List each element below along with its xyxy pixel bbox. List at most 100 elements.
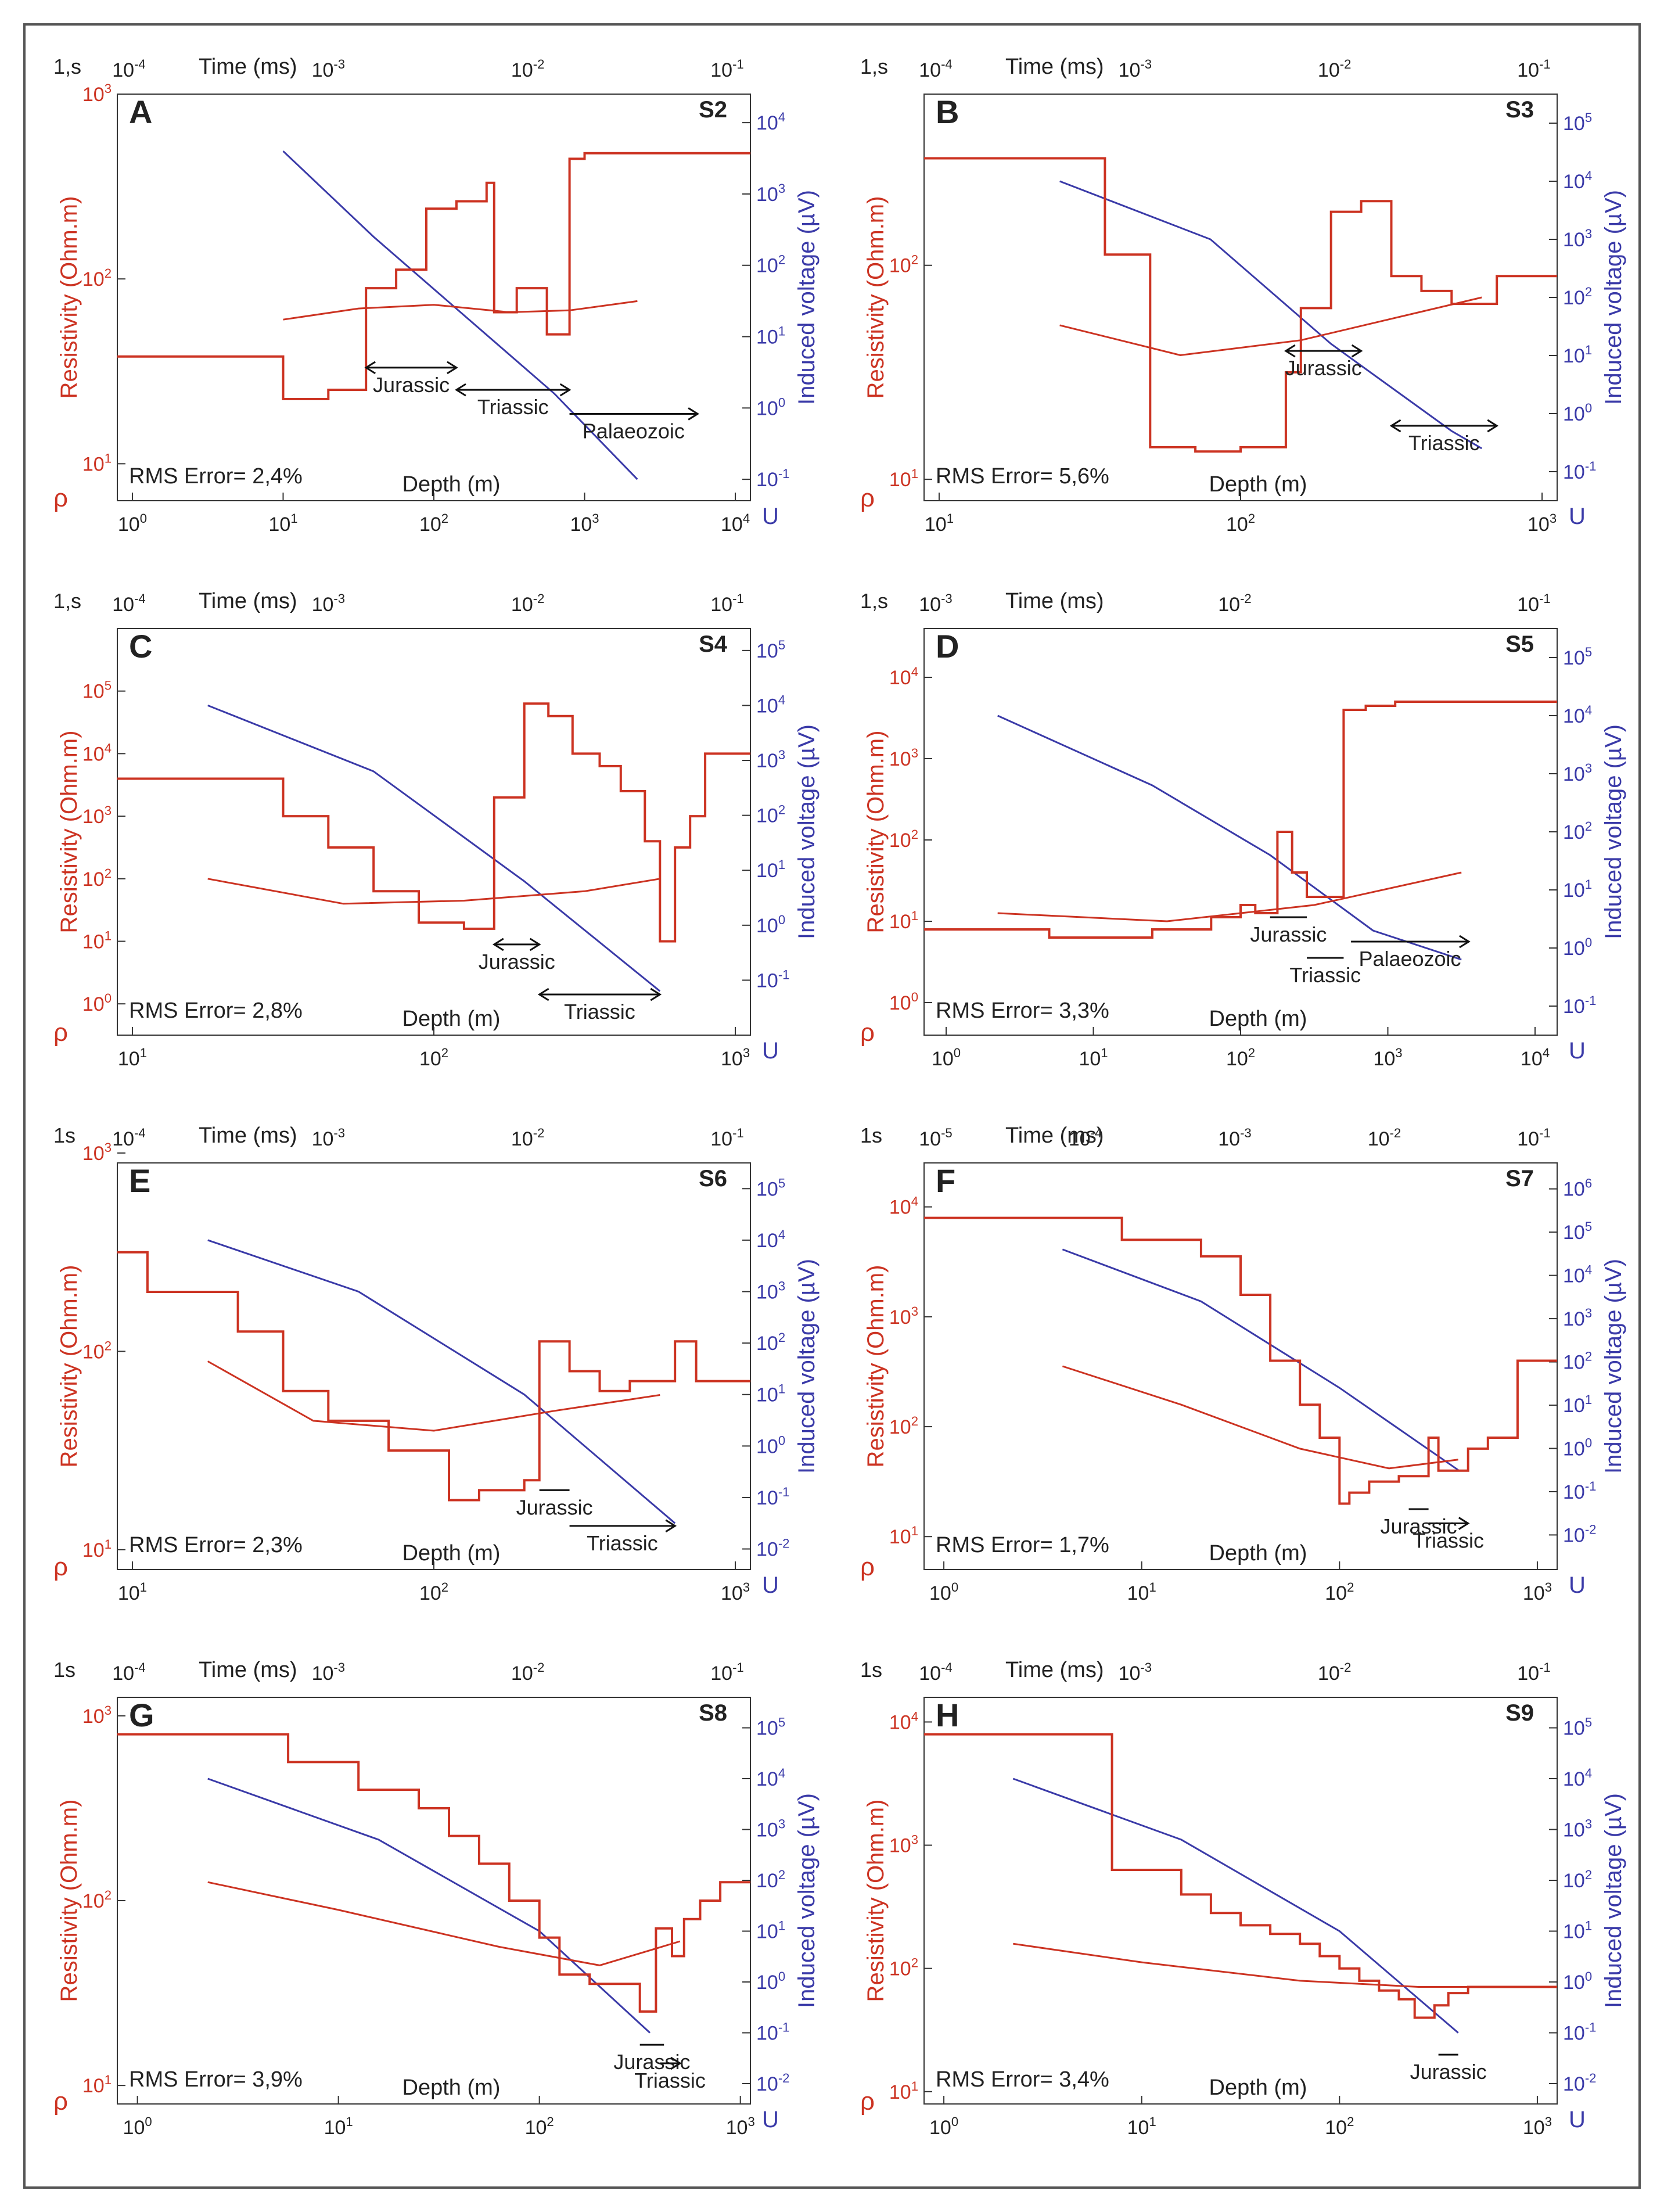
voltage-curve: [1062, 1248, 1459, 1471]
panel-c: 1,s 10-4 10-3 10-2 10-1 Time (ms) 100 101 102 103…: [30, 565, 832, 1099]
station-label: S9: [1505, 1700, 1534, 1726]
depth-tick-label: 101: [268, 511, 297, 536]
depth-tick-label: 101: [1127, 2114, 1156, 2139]
rho-symbol: ρ: [53, 484, 68, 512]
rho-tick-label: 105: [82, 678, 112, 703]
time-axis-label: Time (ms): [199, 1123, 297, 1148]
voltage-axis-label: Induced voltage (µV): [794, 1259, 820, 1474]
time-unit-label: 1s: [53, 1123, 76, 1147]
time-tick-label: 10-3: [312, 1660, 345, 1685]
u-tick-label: 102: [756, 253, 785, 277]
time-tick-label: 10-2: [511, 57, 544, 81]
u-tick-label: 101: [1563, 877, 1592, 902]
rho-tick-label: 101: [889, 909, 918, 933]
apparent-resistivity-curve: [207, 1881, 681, 1966]
time-tick-label: 10-3: [919, 591, 952, 616]
depth-tick-label: 103: [570, 511, 599, 536]
annotation-arrowhead: [1351, 344, 1363, 358]
rho-tick-label: 103: [889, 1304, 918, 1328]
u-tick-label: 100: [1563, 1435, 1592, 1460]
rho-tick-label: 103: [889, 1833, 918, 1857]
layered-model-line: [924, 701, 1557, 939]
depth-tick-label: 103: [1523, 1580, 1552, 1604]
annotation-arrowhead: [492, 938, 504, 951]
apparent-resistivity-curve: [1013, 1942, 1468, 1988]
depth-tick-label: 103: [721, 1046, 750, 1070]
annotation-arrowhead: [447, 361, 458, 375]
annotation-arrowhead: [529, 938, 541, 951]
u-tick-label: 10-1: [1563, 993, 1596, 1018]
u-tick-label: 101: [756, 1919, 785, 1943]
time-tick-label: 10-2: [1318, 1660, 1351, 1685]
plot-frame: [117, 1697, 751, 2105]
u-tick-label: 10-1: [1563, 1479, 1596, 1503]
plot-frame: [117, 1162, 751, 1570]
depth-tick-label: 102: [1325, 1580, 1354, 1604]
u-tick-label: 100: [1563, 935, 1592, 960]
u-tick-label: 104: [756, 1766, 785, 1790]
rho-symbol: ρ: [53, 1553, 68, 1581]
time-axis-label: Time (ms): [199, 55, 297, 79]
rho-tick-label: 101: [82, 451, 112, 475]
u-tick-label: 102: [1563, 819, 1592, 843]
time-tick-label: 10-4: [1069, 1126, 1102, 1150]
annotation-arrowhead: [537, 988, 549, 1001]
rho-symbol: ρ: [53, 1018, 68, 1047]
formation-label: Triassic: [1413, 1529, 1484, 1553]
u-tick-label: 102: [756, 1330, 785, 1355]
u-symbol: U: [1569, 504, 1586, 529]
time-tick-label: 10-4: [919, 1660, 952, 1685]
plot-frame: [923, 1162, 1558, 1570]
rms-error-label: RMS Error= 2,4%: [129, 464, 303, 489]
rms-error-label: RMS Error= 3,9%: [129, 2067, 303, 2092]
rho-tick-label: 102: [889, 253, 918, 277]
u-tick-label: 102: [1563, 1349, 1592, 1374]
u-tick-label: 105: [1563, 110, 1592, 135]
chart-svg: 1s 10-4 10-3 10-2 10-1 Time (ms) 101 102 103 Resi…: [53, 1123, 820, 1604]
chart-svg: 1,s 10-4 10-3 10-2 10-1 Time (ms) 101 102 103 Res…: [53, 55, 820, 536]
chart-svg: 1,s 10-3 10-2 10-1 Time (ms) 100 101 102 103 104 R…: [860, 589, 1626, 1070]
voltage-axis-label: Induced voltage (µV): [1601, 1793, 1626, 2008]
formation-label: Triassic: [587, 1531, 658, 1555]
u-tick-label: 10-1: [756, 466, 789, 491]
panel-letter: C: [129, 628, 152, 665]
depth-tick-label: 100: [118, 511, 147, 536]
rho-tick-label: 102: [82, 266, 112, 290]
u-tick-label: 102: [1563, 1868, 1592, 1892]
panel-letter: E: [129, 1162, 150, 1199]
u-tick-label: 102: [1563, 285, 1592, 309]
rho-tick-label: 102: [82, 866, 112, 890]
depth-axis-label: Depth (m): [402, 1541, 501, 1565]
panel-letter: G: [129, 1697, 154, 1733]
resistivity-axis-label: Resistivity (Ohm.m): [863, 196, 889, 399]
station-label: S3: [1505, 97, 1534, 123]
rho-tick-label: 102: [889, 827, 918, 852]
u-tick-label: 105: [1563, 1219, 1592, 1244]
u-tick-label: 104: [1563, 1766, 1592, 1790]
rho-tick-label: 101: [889, 1524, 918, 1548]
annotation-arrowhead: [364, 361, 376, 375]
time-axis-label: Time (ms): [1005, 55, 1104, 79]
depth-tick-label: 101: [118, 1580, 147, 1604]
depth-tick-label: 101: [1127, 1580, 1156, 1604]
voltage-axis-label: Induced voltage (µV): [1601, 724, 1626, 939]
depth-tick-label: 103: [721, 1580, 750, 1604]
u-tick-label: 104: [756, 1227, 785, 1252]
time-unit-label: 1s: [53, 1658, 76, 1682]
time-tick-label: 10-3: [1218, 1126, 1251, 1150]
annotation-arrowhead: [1459, 935, 1471, 949]
rho-symbol: ρ: [860, 2087, 875, 2116]
rms-error-label: RMS Error= 3,4%: [936, 2067, 1109, 2092]
depth-tick-label: 100: [929, 2114, 958, 2139]
formation-label: Jurassic: [1410, 2060, 1487, 2084]
time-axis-label: Time (ms): [199, 1658, 297, 1682]
panel-letter: D: [936, 628, 959, 665]
u-tick-label: 100: [756, 1969, 785, 1994]
annotation-arrowhead: [1284, 344, 1296, 358]
panel-h: 1s 10-4 10-3 10-2 10-1 Time (ms) 101 102 103 104 R…: [837, 1633, 1638, 2168]
time-tick-label: 10-1: [710, 591, 743, 616]
u-tick-label: 100: [1563, 1969, 1592, 1994]
u-tick-label: 105: [756, 1715, 785, 1740]
panel-g: 1s 10-4 10-3 10-2 10-1 Time (ms) 101 102 103 Resi…: [30, 1633, 832, 2168]
plot-frame: [117, 628, 751, 1036]
